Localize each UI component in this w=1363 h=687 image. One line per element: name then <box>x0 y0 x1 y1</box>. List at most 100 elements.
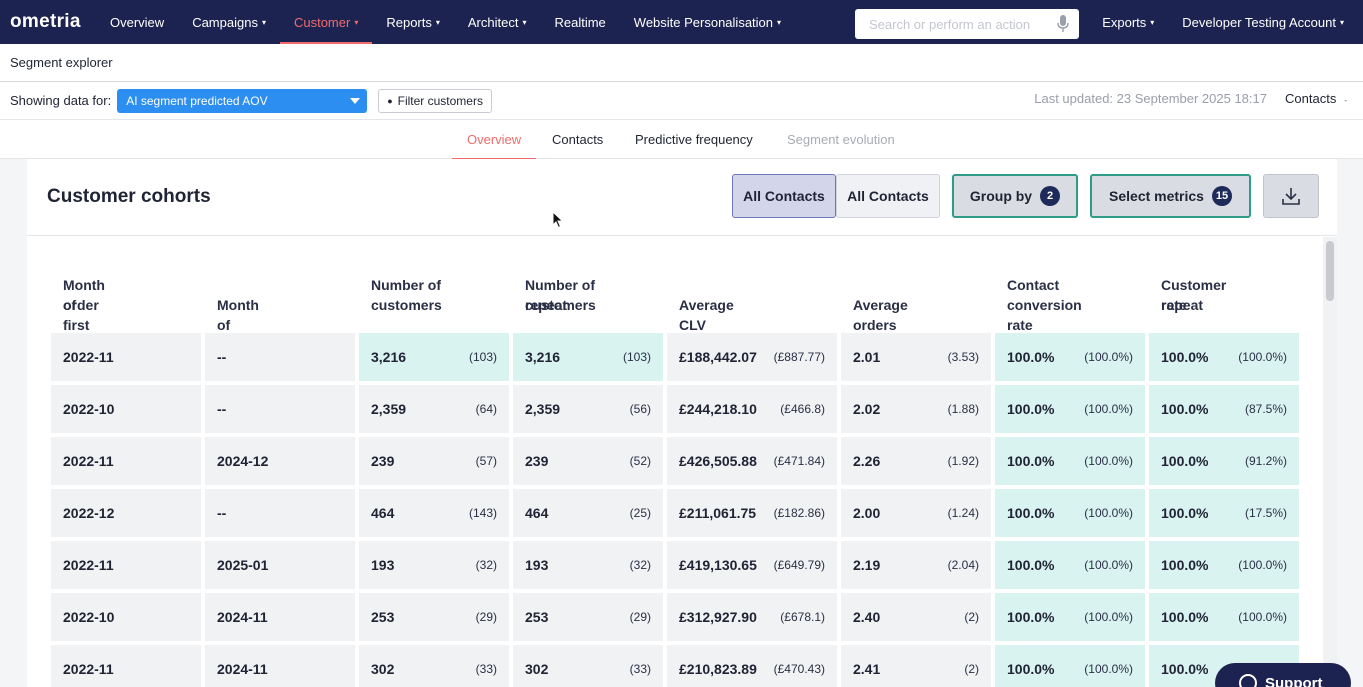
nav-website-personalisation[interactable]: Website Personalisation ▾ <box>633 14 782 30</box>
cell-comparison: (100.0%) <box>1084 558 1133 572</box>
all-contacts-toggle-b[interactable]: All Contacts <box>836 174 940 218</box>
cell-value: 253 <box>371 609 395 625</box>
cell-average-orders: 2.00 (1.24) <box>841 489 991 537</box>
cell-number-of-customers: 302 (33) <box>359 645 509 687</box>
nav-right: Exports ▾ Developer Testing Account ▾ <box>1088 0 1363 44</box>
tab-overview[interactable]: Overview <box>451 120 537 160</box>
chevron-down-icon: - <box>1344 96 1347 105</box>
cell-comparison: (2.04) <box>947 558 979 572</box>
support-button[interactable]: Support <box>1215 663 1351 687</box>
cell-comparison: (100.0%) <box>1084 402 1133 416</box>
chevron-down-icon: ▾ <box>261 17 266 27</box>
cell-comparison: (100.0%) <box>1084 350 1133 364</box>
tab-segment-evolution[interactable]: Segment evolution <box>787 132 895 147</box>
table-row[interactable]: 2022-10 2024-11 253 (29) 253 (29) £312,927.90 (… <box>51 593 1301 641</box>
cell-comparison: (1.92) <box>947 454 979 468</box>
table-row[interactable]: 2022-11 2024-12 239 (57) 239 (52) £426,505.88 (… <box>51 437 1301 485</box>
metrics-count-badge: 15 <box>1211 186 1232 206</box>
header-customer-repeat-rate: Customer repeat rate <box>1161 277 1227 313</box>
cell-month-first-order: 2022-11 <box>51 437 201 485</box>
chevron-down-icon: ▾ <box>1150 17 1155 27</box>
cell-average-clv: £210,823.89 (£470.43) <box>667 645 837 687</box>
table-row[interactable]: 2022-10 -- 2,359 (64) 2,359 (56) £244,218.10 (£… <box>51 385 1301 433</box>
search-input[interactable] <box>869 16 1049 32</box>
cell-value: 3,216 <box>525 349 561 365</box>
nav-customer[interactable]: Customer ▾ <box>279 0 373 44</box>
tab-predictive-frequency[interactable]: Predictive frequency <box>635 132 753 147</box>
cell-value: -- <box>217 349 227 365</box>
cell-month-first-visit: 2024-11 <box>205 645 355 687</box>
header-average-orders: Average orders <box>853 297 908 333</box>
header-contact-conversion-rate: Contact conversion rate <box>1007 277 1082 333</box>
cell-month-first-order: 2022-11 <box>51 645 201 687</box>
mouse-cursor-icon <box>552 211 564 229</box>
cell-value: 464 <box>371 505 395 521</box>
cell-month-first-order: 2022-10 <box>51 385 201 433</box>
cell-value: 100.0% <box>1161 505 1209 521</box>
nav-architect[interactable]: Architect ▾ <box>467 14 527 30</box>
cell-value: 2025-01 <box>217 557 269 573</box>
cell-value: 100.0% <box>1007 609 1055 625</box>
cell-month-first-visit: -- <box>205 385 355 433</box>
all-contacts-toggle-a[interactable]: All Contacts <box>732 174 836 218</box>
cell-contact-conversion-rate: 100.0% (100.0%) <box>995 593 1145 641</box>
contacts-dropdown[interactable]: Contacts - <box>1285 91 1347 106</box>
cell-comparison: (100.0%) <box>1084 610 1133 624</box>
cell-value: 2022-11 <box>63 661 114 677</box>
cell-value: 239 <box>525 453 549 469</box>
cell-value: 100.0% <box>1161 609 1209 625</box>
table-row[interactable]: 2022-11 2025-01 193 (32) 193 (32) £419,130.65 (… <box>51 541 1301 589</box>
nav-overview[interactable]: Overview <box>110 14 165 30</box>
segment-select[interactable]: AI segment predicted AOV <box>117 88 368 113</box>
cell-value: £244,218.10 <box>679 401 757 417</box>
cell-month-first-order: 2022-11 <box>51 541 201 589</box>
tab-contacts[interactable]: Contacts <box>552 132 604 147</box>
cell-comparison: (52) <box>629 454 651 468</box>
download-icon <box>1282 188 1300 205</box>
cell-average-clv: £419,130.65 (£649.79) <box>667 541 837 589</box>
nav-exports[interactable]: Exports ▾ <box>1102 14 1155 30</box>
cell-comparison: (17.5%) <box>1244 506 1287 520</box>
group-by-button[interactable]: Group by 2 <box>952 174 1078 218</box>
ometria-logo[interactable]: ometria <box>10 11 81 32</box>
cell-value: 2022-10 <box>63 609 115 625</box>
account-menu[interactable]: Developer Testing Account ▾ <box>1182 14 1344 30</box>
cell-average-clv: £312,927.90 (£678.1) <box>667 593 837 641</box>
table-row[interactable]: 2022-11 -- 3,216 (103) 3,216 (103) £188,442.07… <box>51 333 1301 381</box>
cell-number-of-customers: 239 (57) <box>359 437 509 485</box>
cell-number-of-repeat-customers: 464 (25) <box>513 489 663 537</box>
scrollbar-thumb[interactable] <box>1326 241 1334 301</box>
cell-comparison: (100.0%) <box>1238 610 1287 624</box>
cell-value: 100.0% <box>1007 557 1055 573</box>
cell-contact-conversion-rate: 100.0% (100.0%) <box>995 333 1145 381</box>
person-icon: ● <box>387 95 393 106</box>
vertical-scrollbar[interactable] <box>1323 237 1337 687</box>
cell-value: £210,823.89 <box>679 661 757 677</box>
microphone-icon[interactable] <box>1057 15 1069 33</box>
select-metrics-button[interactable]: Select metrics 15 <box>1090 174 1251 218</box>
cell-month-first-visit: 2024-12 <box>205 437 355 485</box>
download-button[interactable] <box>1263 174 1319 218</box>
table-row[interactable]: 2022-12 -- 464 (143) 464 (25) £211,061.75 (£182… <box>51 489 1301 537</box>
nav-reports[interactable]: Reports ▾ <box>386 14 440 30</box>
cell-average-orders: 2.02 (1.88) <box>841 385 991 433</box>
nav-realtime[interactable]: Realtime <box>554 14 606 30</box>
cell-customer-repeat-rate: 100.0% (87.5%) <box>1149 385 1299 433</box>
cell-comparison: (64) <box>475 402 497 416</box>
cell-comparison: (32) <box>475 558 497 572</box>
cell-value: 2022-11 <box>63 453 114 469</box>
filter-customers-button[interactable]: ● Filter customers <box>378 88 492 113</box>
table-row[interactable]: 2022-11 2024-11 302 (33) 302 (33) £210,823.89 (… <box>51 645 1301 687</box>
cell-value: 100.0% <box>1161 401 1209 417</box>
cell-value: £426,505.88 <box>679 453 757 469</box>
cell-contact-conversion-rate: 100.0% (100.0%) <box>995 645 1145 687</box>
chevron-down-icon: ▾ <box>435 17 440 27</box>
search-box <box>855 9 1079 39</box>
cell-value: 193 <box>525 557 549 573</box>
cell-number-of-repeat-customers: 239 (52) <box>513 437 663 485</box>
nav-campaigns[interactable]: Campaigns ▾ <box>192 14 266 30</box>
cell-number-of-customers: 2,359 (64) <box>359 385 509 433</box>
cell-value: 100.0% <box>1007 661 1055 677</box>
cell-customer-repeat-rate: 100.0% (100.0%) <box>1149 333 1299 381</box>
cell-comparison: (£470.43) <box>773 662 825 676</box>
